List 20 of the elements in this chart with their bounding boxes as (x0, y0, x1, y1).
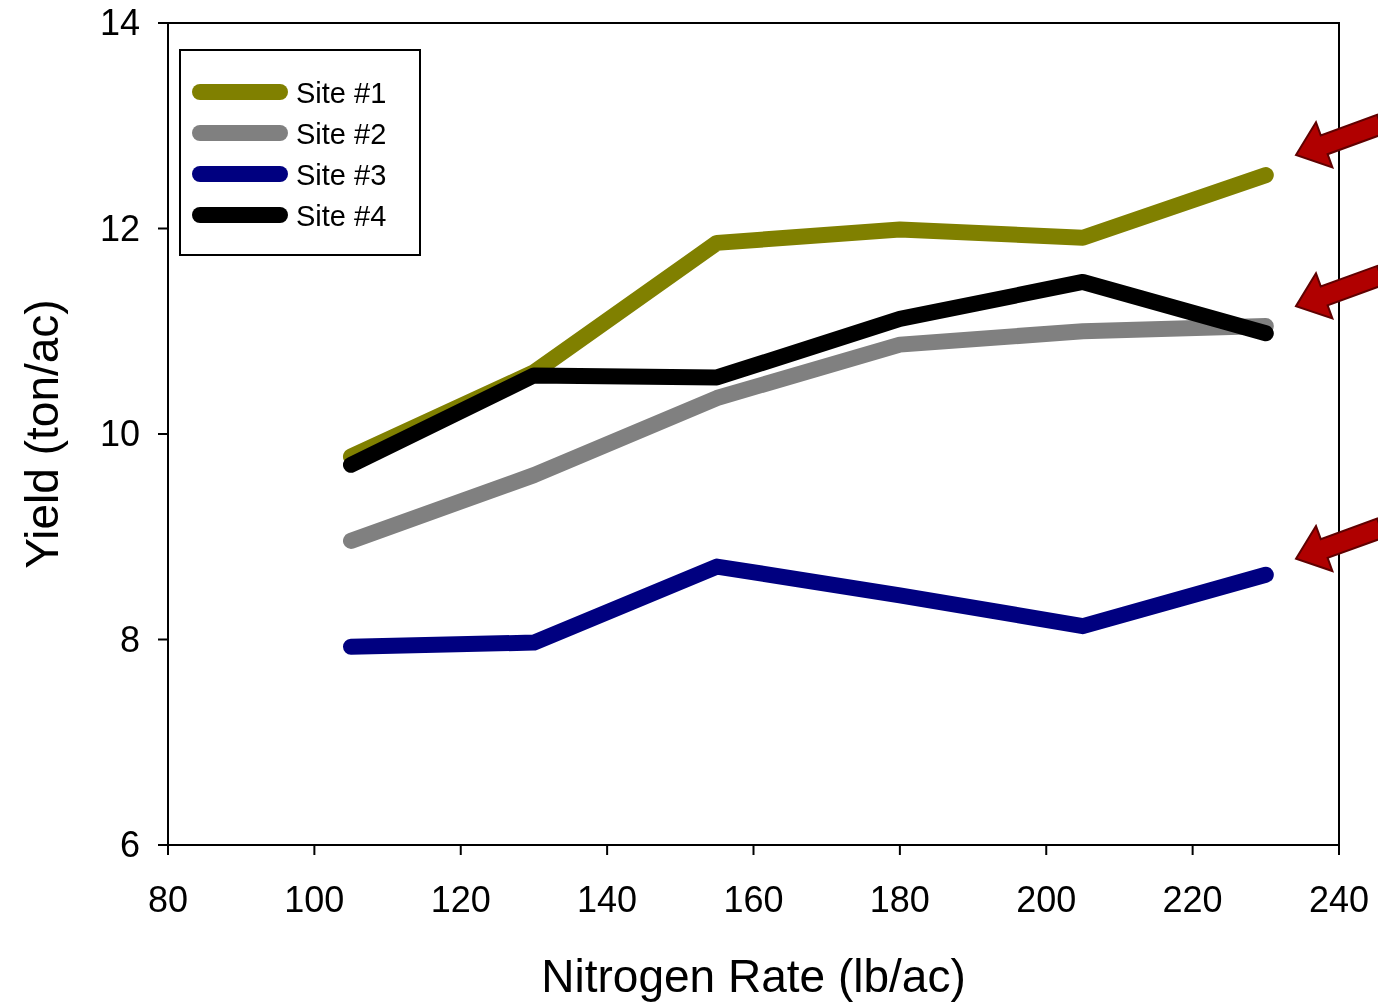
y-tick-label: 6 (119, 824, 140, 865)
x-tick-label: 80 (147, 879, 189, 920)
x-tick-label: 180 (869, 879, 930, 920)
y-axis-title: Yield (ton/ac) (16, 299, 68, 569)
y-tick-label: 10 (99, 413, 140, 454)
x-tick-label: 160 (723, 879, 784, 920)
x-tick-label: 140 (577, 879, 638, 920)
y-tick-label: 8 (119, 618, 140, 660)
legend-label: Site #4 (296, 200, 387, 232)
x-tick-label: 220 (1162, 879, 1223, 920)
x-tick-label: 240 (1308, 879, 1370, 920)
x-tick-label: 200 (1016, 879, 1077, 920)
x-tick-label: 100 (284, 879, 345, 920)
x-axis-title: Nitrogen Rate (lb/ac) (541, 950, 966, 1002)
legend-label: Site #1 (296, 77, 387, 109)
x-tick-label: 120 (430, 879, 491, 920)
legend-label: Site #2 (296, 118, 387, 150)
legend-label: Site #3 (296, 159, 387, 191)
y-tick-label: 12 (99, 207, 140, 249)
y-tick-label: 14 (99, 2, 140, 43)
